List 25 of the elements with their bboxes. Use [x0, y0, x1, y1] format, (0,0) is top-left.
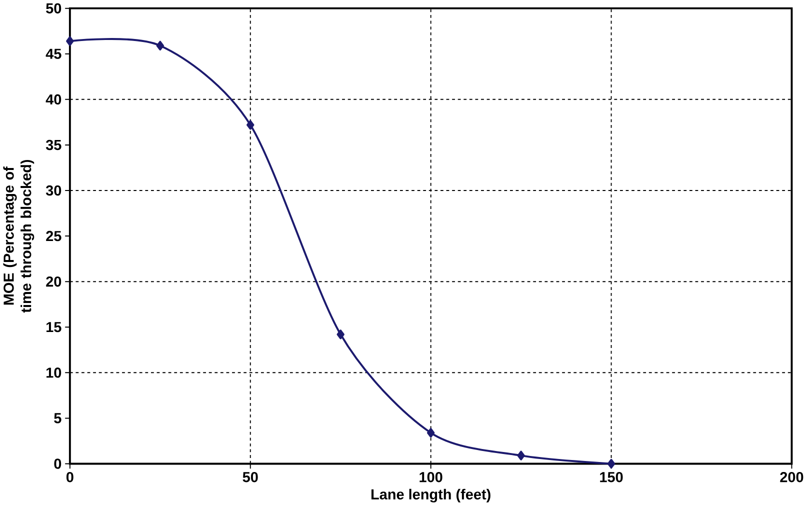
point — [607, 459, 616, 469]
x-axis-title: Lane length (feet) — [371, 489, 490, 503]
y-tick-label: 15 — [46, 322, 62, 332]
y-tick-label: 0 — [54, 458, 62, 470]
y-tick-label: 35 — [46, 140, 62, 150]
y-tick-label: 50 — [46, 3, 62, 14]
x-tick-label: 150 — [600, 472, 623, 482]
y-tick-label: 25 — [46, 231, 62, 242]
y-tick-label: 20 — [46, 276, 62, 287]
point — [426, 428, 435, 438]
point — [517, 450, 525, 461]
point — [246, 120, 254, 130]
point — [336, 330, 344, 340]
y-tick-label: 45 — [46, 49, 62, 60]
y-tick-label: 10 — [46, 368, 62, 378]
y-tick-label: 5 — [54, 413, 62, 424]
y-tick-label: 40 — [46, 94, 62, 105]
y-axis-title: MOE (Percentage of time through blocked) — [3, 160, 34, 313]
x-tick-label: 200 — [780, 472, 804, 482]
y-tick-label: 30 — [46, 186, 62, 196]
x-tick-label: 0 — [66, 472, 74, 482]
x-tick-label: 100 — [420, 472, 442, 482]
point — [156, 41, 164, 51]
x-tick-label: 50 — [242, 472, 258, 482]
point — [66, 36, 74, 46]
